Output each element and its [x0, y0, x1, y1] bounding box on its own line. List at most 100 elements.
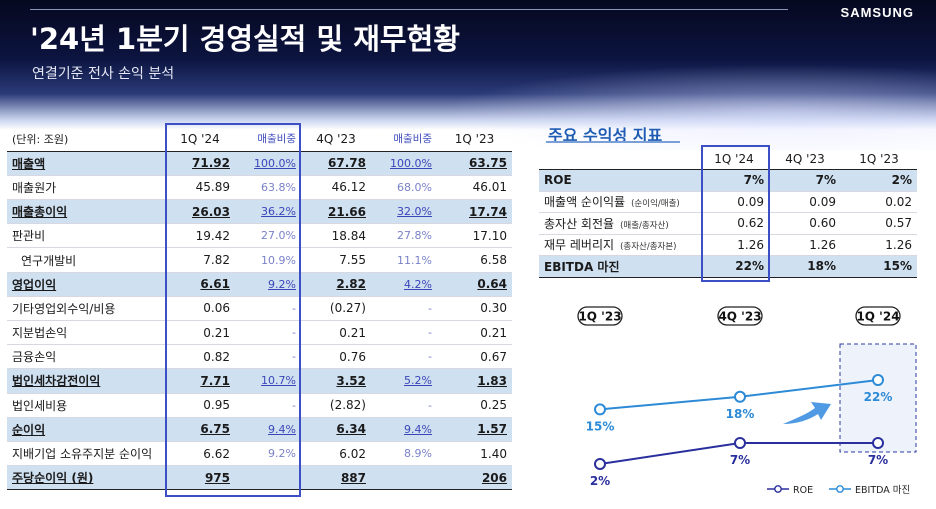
- table-cell-r1: 10.7%: [235, 368, 301, 394]
- trend-arrow-icon: [783, 402, 831, 424]
- table-cell-c3: 1.40: [437, 441, 512, 467]
- data-label: 2%: [590, 474, 610, 488]
- data-label: 7%: [730, 453, 750, 467]
- table-cell-label: 법인세차감전이익: [7, 368, 165, 394]
- data-label: 22%: [864, 390, 893, 404]
- kpi-col-header-1q24: 1Q '24: [699, 148, 769, 170]
- kpi-table: 1Q '24 4Q '23 1Q '23 ROE 7% 7% 2% 매출액 순이익률 (순…: [539, 148, 917, 278]
- table-cell-label: 순이익: [7, 417, 165, 442]
- table-cell-c1: 45.89: [165, 175, 235, 201]
- table-cell-r2: 4.2%: [371, 272, 437, 297]
- table-cell-r1: 63.8%: [235, 175, 301, 201]
- table-cell-c3: 46.01: [437, 175, 512, 201]
- kpi-title: 주요 수익성 지표: [548, 126, 663, 145]
- table-row: 기타영업외수익/비용 0.06- (0.27) -0.30: [7, 296, 512, 322]
- highlight-dashed-box: [839, 343, 917, 453]
- kpi-label-text: 총자산 회전율: [544, 216, 615, 231]
- table-row: 매출원가 45.89 63.8% 46.12 68.0% 46.01: [7, 175, 512, 201]
- table-cell-label: 영업이익: [7, 272, 165, 297]
- table-row: 매출액 71.92 100.0% 67.78 100.0% 63.75: [7, 151, 512, 176]
- table-cell-label: 지분법손익: [7, 320, 165, 346]
- kpi-row: 매출액 순이익률 (순이익/매출) 0.09 0.09 0.02: [539, 191, 917, 213]
- data-point: [594, 458, 606, 470]
- kpi-row: EBITDA 마진 22% 18% 15%: [539, 255, 917, 278]
- kpi-title-underline: [546, 141, 680, 143]
- kpi-label-text: EBITDA 마진: [544, 259, 620, 274]
- kpi-label-note: (총자산/총자본): [620, 242, 677, 253]
- income-statement-table: (단위: 조원) 1Q '24 매출비중 4Q '23 매출비중 1Q '23 …: [7, 127, 512, 491]
- kpi-cell-v2: 0.09: [769, 191, 841, 213]
- table-cell-r2: -: [371, 344, 437, 370]
- category-pill: [855, 306, 901, 326]
- table-cell-c2: 21.66: [301, 199, 371, 225]
- table-cell-c2: 2.82: [301, 272, 371, 297]
- table-cell-r2: 32.0%: [371, 199, 437, 225]
- table-cell-c3: 0.64: [437, 272, 512, 297]
- kpi-cell-v1: 22%: [699, 255, 769, 278]
- table-cell-label: 판관비: [7, 223, 165, 249]
- kpi-row-label: EBITDA 마진: [539, 255, 699, 278]
- kpi-cell-v3: 1.26: [841, 234, 917, 256]
- kpi-label-text: 재무 레버리지: [544, 238, 615, 253]
- table-cell-r2: 9.4%: [371, 417, 437, 442]
- legend-label: ROE: [793, 485, 813, 496]
- category-label: 1Q '24: [856, 310, 899, 324]
- table-cell-c1: 26.03: [165, 199, 235, 225]
- kpi-cell-v3: 0.57: [841, 212, 917, 235]
- table-cell-c3: 17.10: [437, 223, 512, 249]
- table-row: 법인세비용 0.95- (2.82) -0.25: [7, 393, 512, 418]
- table-row: 판관비 19.42 27.0% 18.84 27.8% 17.10: [7, 223, 512, 249]
- kpi-label-note: (매출/총자산): [620, 220, 669, 231]
- table-cell-c3: 6.58: [437, 247, 512, 273]
- kpi-row-label: 재무 레버리지 (총자산/총자본): [539, 234, 699, 256]
- table-cell-label: 매출액: [7, 151, 165, 176]
- table-cell-label: 주당순이익 (원): [7, 465, 165, 491]
- table-cell-r2: -: [371, 296, 437, 322]
- kpi-col-header-4q23: 4Q '23: [769, 148, 841, 170]
- table-cell-c1: 0.06: [165, 296, 235, 322]
- col-header-1q24: 1Q '24: [165, 127, 235, 152]
- data-point: [872, 374, 884, 386]
- col-header-1q23: 1Q '23: [437, 127, 512, 152]
- kpi-row-label: 매출액 순이익률 (순이익/매출): [539, 191, 699, 213]
- table-row: 주당순이익 (원) 975 887 206: [7, 465, 512, 491]
- table-cell-c1: 6.75: [165, 417, 235, 442]
- table-cell-r2: -: [371, 393, 437, 418]
- table-cell-c2: 0.21: [301, 320, 371, 346]
- table-cell-c1: 0.21: [165, 320, 235, 346]
- kpi-cell-v3: 0.02: [841, 191, 917, 213]
- col-header-ratio-1q24: 매출비중: [235, 127, 301, 152]
- table-cell-c2: 0.76: [301, 344, 371, 370]
- table-cell-c1: 7.82: [165, 247, 235, 273]
- table-row: 지배기업 소유주지분 순이익 6.62 9.2% 6.02 8.9% 1.40: [7, 441, 512, 467]
- table-cell-c3: 17.74: [437, 199, 512, 225]
- data-point: [734, 437, 746, 449]
- income-statement-body: 매출액 71.92 100.0% 67.78 100.0% 63.75 매출원가 45.89 6…: [7, 151, 512, 491]
- kpi-cell-v3: 2%: [841, 169, 917, 192]
- kpi-row: ROE 7% 7% 2%: [539, 169, 917, 192]
- table-cell-c3: 1.83: [437, 368, 512, 394]
- col-header-ratio-4q23: 매출비중: [371, 127, 437, 152]
- kpi-cell-v1: 0.09: [699, 191, 769, 213]
- legend-marker: [774, 485, 782, 493]
- kpi-cell-v3: 15%: [841, 255, 917, 278]
- table-cell-r1: -: [235, 296, 301, 322]
- data-point: [594, 403, 606, 416]
- table-cell-c2: (0.27): [301, 296, 371, 322]
- table-cell-r1: 9.2%: [235, 441, 301, 467]
- table-cell-label: 금융손익: [7, 344, 165, 370]
- table-cell-r1: [235, 465, 301, 491]
- table-cell-label: 법인세비용: [7, 393, 165, 418]
- category-label: 4Q '23: [718, 310, 761, 324]
- table-cell-c1: 0.82: [165, 344, 235, 370]
- table-cell-c1: 7.71: [165, 368, 235, 394]
- table-cell-label: 연구개발비: [7, 247, 165, 273]
- page-title: '24년 1분기 경영실적 및 재무현황: [30, 22, 460, 56]
- data-point: [872, 437, 884, 449]
- legend-label: EBITDA 마진: [855, 485, 910, 496]
- kpi-body: ROE 7% 7% 2% 매출액 순이익률 (순이익/매출) 0.09 0.09 0.02 총자산…: [539, 169, 917, 278]
- kpi-cell-v1: 7%: [699, 169, 769, 192]
- table-cell-c3: 0.30: [437, 296, 512, 322]
- data-point: [734, 390, 746, 403]
- kpi-cell-v2: 18%: [769, 255, 841, 278]
